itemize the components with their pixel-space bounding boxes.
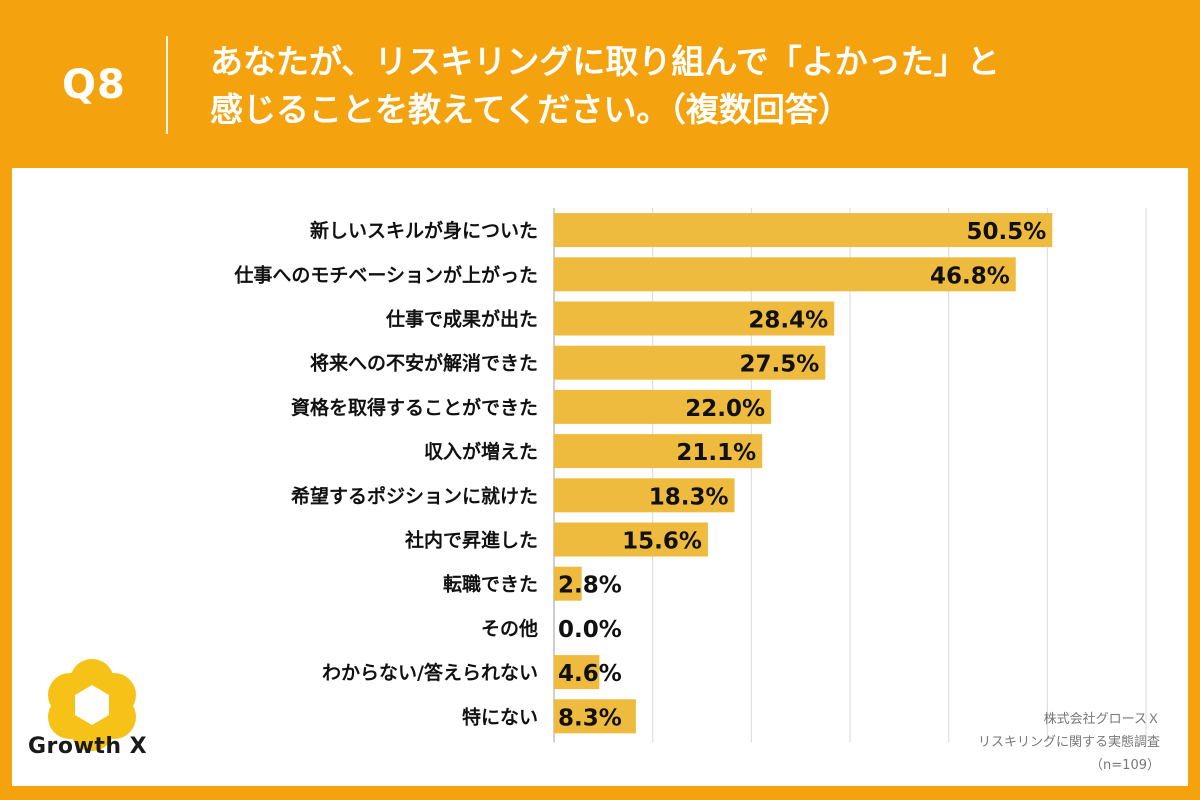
question-number: Q8 xyxy=(62,62,126,108)
question-title: あなたが、リスキリングに取り組んで「よかった」と 感じることを教えてください。（… xyxy=(210,38,1170,134)
value-label-2: 46.8% xyxy=(930,263,1010,289)
bar-12 xyxy=(554,699,636,734)
bar-8 xyxy=(554,522,708,557)
chart-card: 新しいスキルが身についた 50.5% 仕事へのモチベーションが上がった 46.8% 仕事… xyxy=(12,168,1188,786)
header-divider xyxy=(166,36,168,134)
bar-9 xyxy=(554,566,582,601)
category-label-5: 資格を取得することができた xyxy=(291,396,538,419)
bar-7 xyxy=(554,478,735,513)
value-label-7: 18.3% xyxy=(649,484,729,510)
value-label-4: 27.5% xyxy=(740,352,820,378)
bar-2 xyxy=(554,257,1016,292)
bar-5 xyxy=(554,389,772,424)
bar-6 xyxy=(554,434,763,469)
category-label-2: 仕事へのモチベーションが上がった xyxy=(233,263,538,286)
category-label-3: 仕事で成果が出た xyxy=(385,308,538,331)
logo-text: Growth X xyxy=(28,734,148,759)
category-label-8: 社内で昇進した xyxy=(404,529,538,552)
source-sample-size: （n=109） xyxy=(1090,758,1160,773)
value-label-10: 0.0% xyxy=(558,617,622,643)
category-label-7: 希望するポジションに就けた xyxy=(291,484,538,507)
category-label-12: 特にない xyxy=(462,706,538,728)
source-note: 株式会社グロースＸ リスキリングに関する実態調査 （n=109） xyxy=(978,708,1160,777)
source-company: 株式会社グロースＸ xyxy=(1043,712,1160,727)
value-label-12: 8.3% xyxy=(558,705,622,731)
value-label-9: 2.8% xyxy=(558,573,622,599)
value-label-1: 50.5% xyxy=(966,219,1046,245)
value-label-8: 15.6% xyxy=(622,529,702,555)
category-label-1: 新しいスキルが身についた xyxy=(310,219,538,242)
value-label-11: 4.6% xyxy=(558,661,622,687)
category-label-11: わからない/答えられない xyxy=(322,661,538,684)
bar-11 xyxy=(554,655,600,690)
growthx-logo-icon xyxy=(48,659,136,751)
bar-4 xyxy=(554,345,826,380)
bar-1 xyxy=(554,213,1053,248)
question-title-line1: あなたが、リスキリングに取り組んで「よかった」と xyxy=(210,42,1000,81)
category-label-10: その他 xyxy=(481,617,538,640)
category-label-6: 収入が増えた xyxy=(424,440,538,463)
value-label-6: 21.1% xyxy=(676,440,756,466)
bar-chart: 新しいスキルが身についた 50.5% 仕事へのモチベーションが上がった 46.8% 仕事… xyxy=(233,208,1147,743)
source-survey: リスキリングに関する実態調査 xyxy=(977,735,1160,750)
category-label-9: 転職できた xyxy=(443,573,538,596)
value-label-3: 28.4% xyxy=(748,308,828,334)
category-label-4: 将来への不安が解消できた xyxy=(310,352,538,375)
bar-3 xyxy=(554,301,835,336)
question-header: Q8 あなたが、リスキリングに取り組んで「よかった」と 感じることを教えてくださ… xyxy=(0,0,1200,168)
question-title-line2: 感じることを教えてください。（複数回答） xyxy=(210,90,851,129)
value-label-5: 22.0% xyxy=(685,396,765,422)
